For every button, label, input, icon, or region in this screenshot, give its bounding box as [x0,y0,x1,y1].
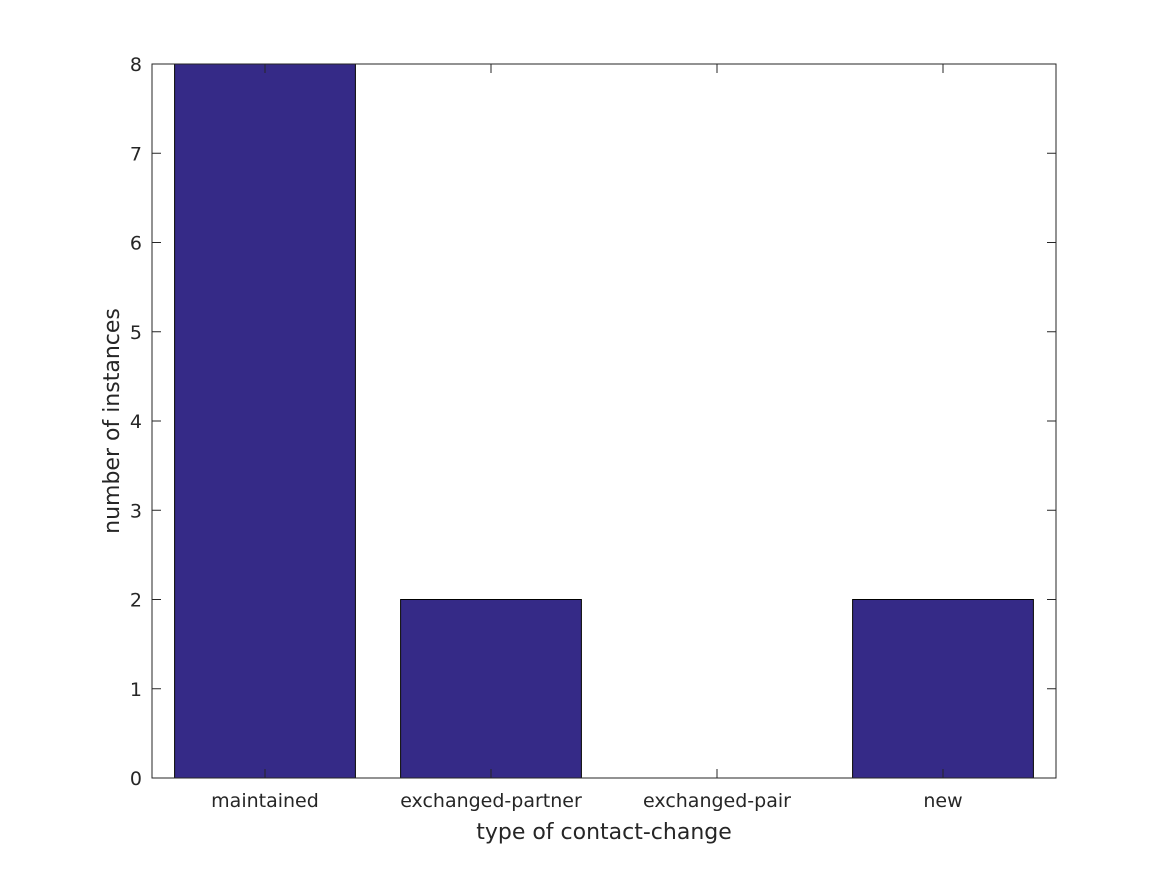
y-tick-label: 4 [130,411,142,433]
bars-group [174,63,1034,779]
y-tick-label: 6 [130,233,142,255]
x-axis-label: type of contact-change [476,820,732,845]
bar-maintained [174,63,356,779]
y-tick-label: 7 [130,143,142,165]
y-tick-label: 0 [130,768,142,790]
bar-exchanged-partner [400,599,582,779]
x-tick-label: new [923,790,962,812]
y-tick-label: 2 [130,590,142,612]
y-tick-label: 1 [130,679,142,701]
x-tick-label: exchanged-pair [643,790,791,812]
x-axis-ticks: maintained exchanged-partner exchanged-pai… [211,64,963,812]
y-axis-label: number of instances [100,308,125,534]
x-tick-label: maintained [211,790,319,812]
bar-new [852,599,1034,779]
y-tick-label: 8 [130,54,142,76]
y-tick-label: 3 [130,500,142,522]
y-axis-ticks: 0 1 2 3 4 5 6 7 8 [130,54,1056,790]
y-tick-label: 5 [130,322,142,344]
x-tick-label: exchanged-partner [400,790,582,812]
